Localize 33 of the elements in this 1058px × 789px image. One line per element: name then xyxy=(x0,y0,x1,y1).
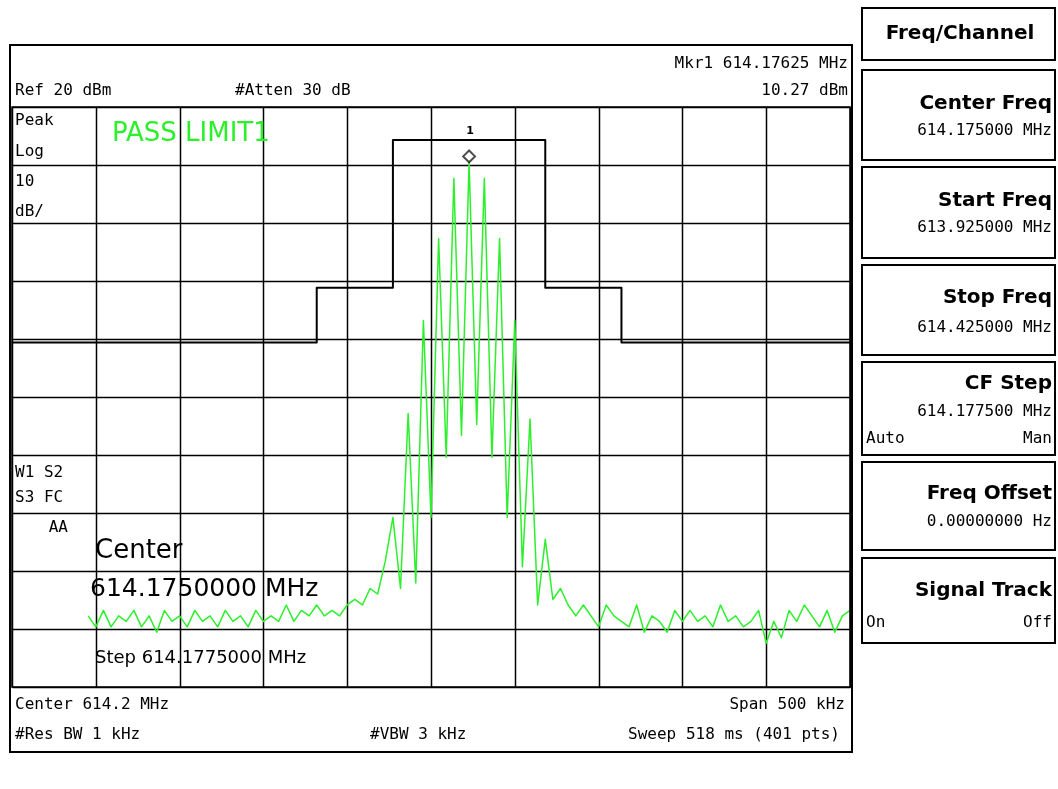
text: Off xyxy=(1023,612,1052,631)
text: Center Freq xyxy=(919,90,1052,114)
text: 613.925000 MHz xyxy=(917,217,1052,236)
text: 0.00000000 Hz xyxy=(926,511,1052,530)
text: Stop Freq xyxy=(942,284,1052,308)
annotation: S3 FC xyxy=(15,487,64,506)
annotation: 1 xyxy=(466,124,474,137)
text: 10.27 dBm xyxy=(761,80,848,99)
text: 614.425000 MHz xyxy=(917,317,1052,336)
annotation: AA xyxy=(48,517,69,536)
annotation: Log xyxy=(15,141,44,160)
text: On xyxy=(866,612,886,631)
text: Mkr1 614.17625 MHz xyxy=(674,53,848,72)
text: #Atten 30 dB xyxy=(235,80,351,99)
text: #Res BW 1 kHz xyxy=(15,724,141,743)
text: Freq/Channel xyxy=(885,20,1035,44)
text: Span 500 kHz xyxy=(729,694,845,713)
text: Peak xyxy=(15,110,54,129)
text: Freq Offset xyxy=(926,480,1053,504)
text: Man xyxy=(1023,428,1052,447)
text: Ref 20 dBm xyxy=(15,80,112,99)
text: 614.175000 MHz xyxy=(917,120,1052,139)
text: Center 614.2 MHz xyxy=(15,694,170,713)
text: Auto xyxy=(866,428,905,447)
annotation: dB/ xyxy=(15,201,44,220)
text: #VBW 3 kHz xyxy=(370,724,467,743)
text: Sweep 518 ms (401 pts) xyxy=(628,724,840,743)
text: Start Freq xyxy=(938,187,1052,211)
text: 614.177500 MHz xyxy=(917,401,1052,420)
text: Signal Track xyxy=(914,577,1053,601)
annotation: 10 xyxy=(15,171,35,190)
annotation: W1 S2 xyxy=(15,462,64,481)
text: CF Step xyxy=(964,370,1052,394)
